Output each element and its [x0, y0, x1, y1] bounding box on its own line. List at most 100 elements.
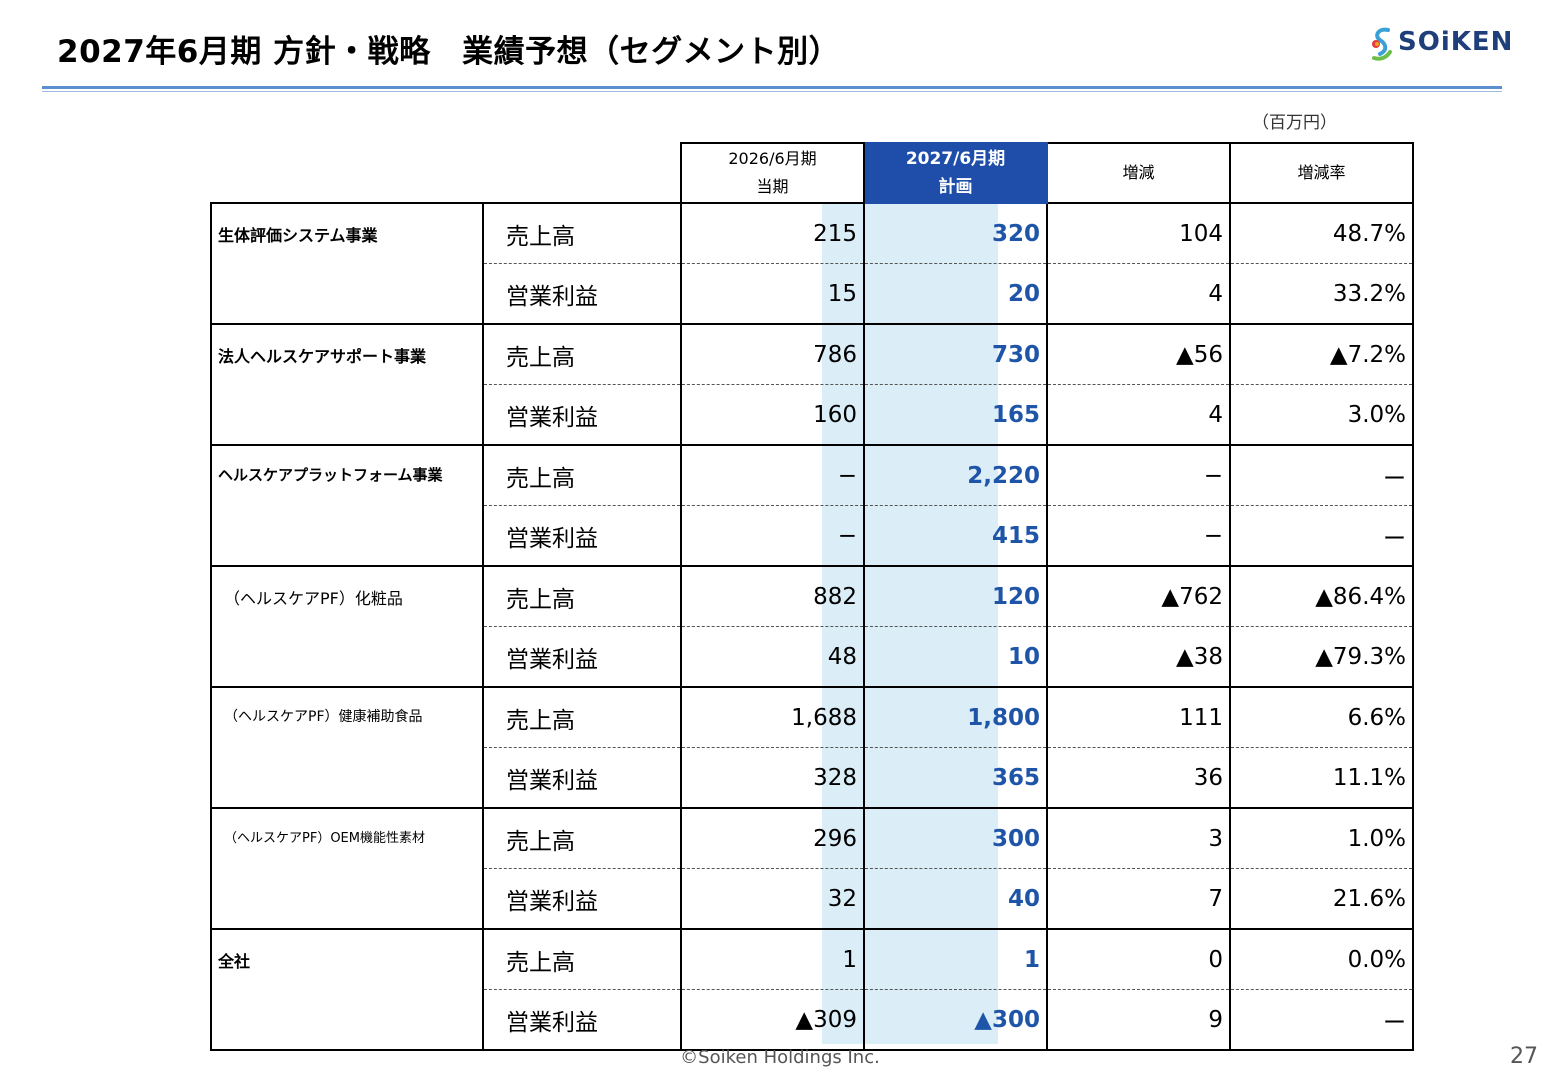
item-label: 営業利益 — [482, 505, 682, 567]
prev-value: 296 — [680, 807, 865, 869]
rate-value: 21.6% — [1229, 868, 1414, 930]
rate-value: ▲86.4% — [1229, 565, 1414, 627]
change-value: ▲762 — [1046, 565, 1231, 627]
header-plan-period: 2027/6月期 計画 — [863, 142, 1048, 204]
change-value: 9 — [1046, 989, 1231, 1051]
plan-value: ▲300 — [863, 989, 1048, 1051]
change-value: 0 — [1046, 928, 1231, 990]
plan-value: 320 — [863, 202, 1048, 264]
rate-value: 3.0% — [1229, 384, 1414, 446]
change-value: 36 — [1046, 747, 1231, 809]
plan-value: 40 — [863, 868, 1048, 930]
prev-value: 48 — [680, 626, 865, 688]
header-change: 増減 — [1046, 142, 1231, 204]
item-label: 売上高 — [482, 565, 682, 627]
rate-value: 11.1% — [1229, 747, 1414, 809]
prev-value: 15 — [680, 263, 865, 325]
prev-value: 328 — [680, 747, 865, 809]
plan-value: 165 — [863, 384, 1048, 446]
company-logo: SOiKEN — [1368, 22, 1518, 66]
table-row: 営業利益 48 10 ▲38 ▲79.3% — [211, 626, 1414, 688]
item-label: 売上高 — [482, 444, 682, 506]
table-row: （ヘルスケアPF）化粧品 売上高 882 120 ▲762 ▲86.4% — [210, 565, 1414, 688]
change-value: 4 — [1046, 384, 1231, 446]
item-label: 売上高 — [482, 928, 682, 990]
segment-name: 生体評価システム事業 — [210, 202, 484, 325]
table-row: 営業利益 32 40 7 21.6% — [211, 868, 1414, 930]
plan-value: 20 — [863, 263, 1048, 325]
plan-value: 2,220 — [863, 444, 1048, 506]
header-prev-line1: 2026/6月期 — [728, 149, 817, 168]
logo-mark-icon — [1372, 27, 1392, 61]
table-row: ヘルスケアプラットフォーム事業 売上高 − 2,220 − ー — [210, 444, 1414, 567]
header-prev-line2: 当期 — [756, 177, 789, 196]
rate-value: 0.0% — [1229, 928, 1414, 990]
item-label: 売上高 — [482, 323, 682, 385]
table-row: （ヘルスケアPF）健康補助食品 売上高 1,688 1,800 111 6.6% — [210, 686, 1414, 809]
segment-forecast-table: 2026/6月期 当期 2027/6月期 計画 増減 増減率 生体評価システム事… — [210, 142, 1414, 1051]
header-blank-cell — [483, 143, 681, 203]
segment-name: （ヘルスケアPF）OEM機能性素材 — [210, 807, 484, 930]
rate-value: 33.2% — [1229, 263, 1414, 325]
change-value: − — [1046, 505, 1231, 567]
rate-value: ー — [1229, 505, 1414, 567]
header-rule — [42, 86, 1502, 89]
page-number: 27 — [1510, 1044, 1538, 1069]
header-prev-period: 2026/6月期 当期 — [680, 142, 865, 204]
table-row: 生体評価システム事業 売上高 215 320 104 48.7% — [210, 202, 1414, 325]
rate-value: 1.0% — [1229, 807, 1414, 869]
prev-value: ▲309 — [680, 989, 865, 1051]
table-row: （ヘルスケアPF）OEM機能性素材 売上高 296 300 3 1.0% — [210, 807, 1414, 930]
item-label: 営業利益 — [482, 989, 682, 1051]
rate-value: ー — [1229, 444, 1414, 506]
copyright-footer: ©Soiken Holdings Inc. — [680, 1047, 880, 1068]
header-blank-cell — [211, 143, 483, 203]
change-value: 3 — [1046, 807, 1231, 869]
segment-name: （ヘルスケアPF）化粧品 — [210, 565, 484, 688]
change-value: 4 — [1046, 263, 1231, 325]
prev-value: 1 — [680, 928, 865, 990]
table-row: 全社 売上高 1 1 0 0.0% — [210, 928, 1414, 1051]
item-label: 営業利益 — [482, 626, 682, 688]
item-label: 売上高 — [482, 807, 682, 869]
segment-name: 法人ヘルスケアサポート事業 — [210, 323, 484, 446]
table-row: 法人ヘルスケアサポート事業 売上高 786 730 ▲56 ▲7.2% — [210, 323, 1414, 446]
prev-value: − — [680, 444, 865, 506]
unit-label: （百万円） — [1252, 113, 1337, 133]
rate-value: ▲79.3% — [1229, 626, 1414, 688]
change-value: ▲56 — [1046, 323, 1231, 385]
table-header-row: 2026/6月期 当期 2027/6月期 計画 増減 増減率 — [211, 142, 1414, 204]
header-rate: 増減率 — [1229, 142, 1414, 204]
plan-value: 1,800 — [863, 686, 1048, 748]
segment-name: （ヘルスケアPF）健康補助食品 — [210, 686, 484, 809]
prev-value: 215 — [680, 202, 865, 264]
table-row: 営業利益 160 165 4 3.0% — [211, 384, 1414, 446]
header-rule-thin — [42, 91, 1502, 92]
plan-value: 10 — [863, 626, 1048, 688]
item-label: 営業利益 — [482, 263, 682, 325]
rate-value: ▲7.2% — [1229, 323, 1414, 385]
plan-value: 120 — [863, 565, 1048, 627]
change-value: − — [1046, 444, 1231, 506]
table-row: 営業利益 − 415 − ー — [211, 505, 1414, 567]
item-label: 売上高 — [482, 202, 682, 264]
plan-value: 1 — [863, 928, 1048, 990]
prev-value: 160 — [680, 384, 865, 446]
change-value: 111 — [1046, 686, 1231, 748]
rate-value: ー — [1229, 989, 1414, 1051]
plan-value: 365 — [863, 747, 1048, 809]
plan-value: 300 — [863, 807, 1048, 869]
segment-name: 全社 — [210, 928, 484, 1051]
change-value: 7 — [1046, 868, 1231, 930]
change-value: 104 — [1046, 202, 1231, 264]
page-title: 2027年6月期 方針・戦略 業績予想（セグメント別） — [57, 34, 841, 70]
table-row: 営業利益 328 365 36 11.1% — [211, 747, 1414, 809]
prev-value: − — [680, 505, 865, 567]
prev-value: 786 — [680, 323, 865, 385]
table-row: 営業利益 ▲309 ▲300 9 ー — [211, 989, 1414, 1051]
table-row: 営業利益 15 20 4 33.2% — [211, 263, 1414, 325]
header-plan-line1: 2027/6月期 — [905, 149, 1006, 169]
change-value: ▲38 — [1046, 626, 1231, 688]
header-plan-line2: 計画 — [938, 177, 973, 197]
segment-name: ヘルスケアプラットフォーム事業 — [210, 444, 484, 567]
